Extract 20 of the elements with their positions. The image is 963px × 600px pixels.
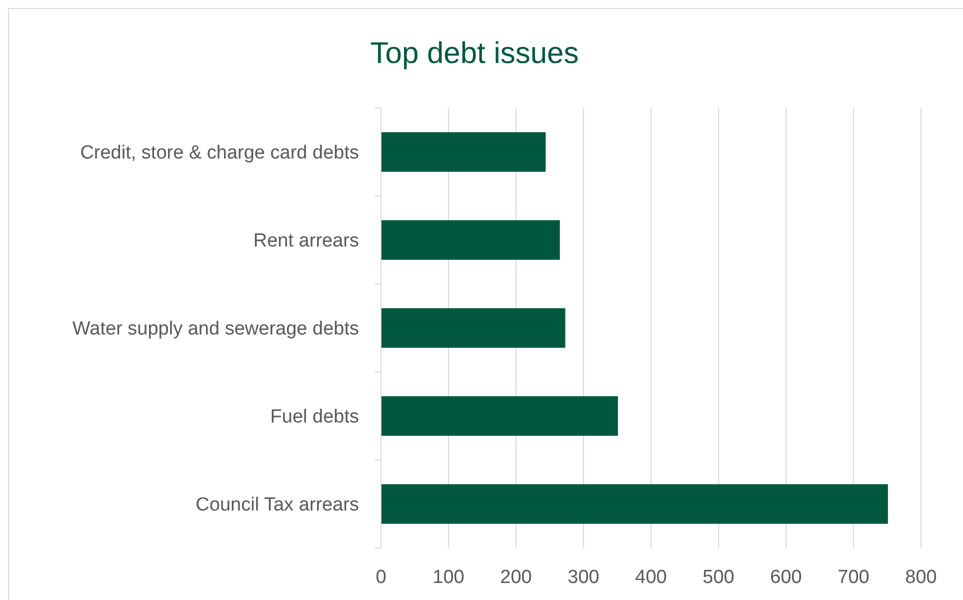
x-tick-label: 100 bbox=[432, 567, 464, 588]
y-tick-label: Rent arrears bbox=[253, 230, 359, 252]
bar bbox=[381, 308, 566, 348]
y-tick-label: Credit, store & charge card debts bbox=[80, 142, 359, 164]
chart-title: Top debt issues bbox=[370, 37, 579, 70]
x-tick-label: 400 bbox=[635, 567, 667, 588]
bar bbox=[381, 484, 888, 524]
x-tick-label: 600 bbox=[770, 567, 802, 588]
x-tick-label: 700 bbox=[838, 567, 870, 588]
bar bbox=[381, 132, 546, 172]
bar bbox=[381, 396, 618, 436]
x-tick-label: 800 bbox=[905, 567, 937, 588]
x-tick-label: 200 bbox=[500, 567, 532, 588]
x-tick-label: 0 bbox=[376, 567, 386, 588]
y-tick-label: Fuel debts bbox=[270, 406, 359, 428]
y-tick-label: Council Tax arrears bbox=[196, 494, 359, 516]
bar bbox=[381, 220, 560, 260]
x-tick-label: 500 bbox=[702, 567, 734, 588]
y-tick-label: Water supply and sewerage debts bbox=[72, 318, 359, 340]
x-tick-label: 300 bbox=[568, 567, 600, 588]
